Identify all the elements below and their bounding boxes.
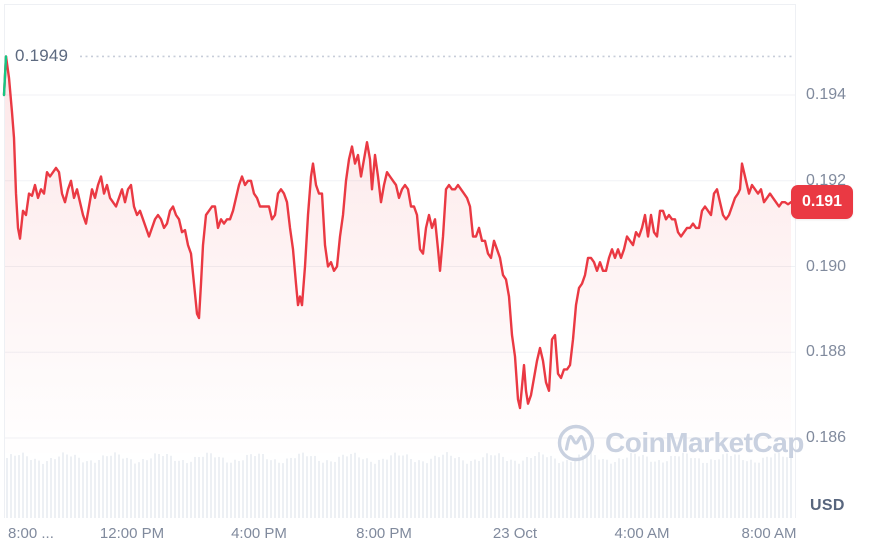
y-axis-unit-label: USD (810, 497, 845, 514)
x-axis-tick-label: 8:00 AM (741, 525, 797, 542)
y-axis-tick-label: 0.190 (806, 257, 847, 275)
x-axis-tick-label: 23 Oct (492, 525, 538, 542)
y-axis-tick-label: 0.192 (806, 171, 847, 189)
x-axis-tick-label: 4:00 PM (231, 525, 287, 542)
current-price-badge: 0.191 (791, 185, 853, 220)
x-axis-tick-label: 12:00 PM (99, 525, 165, 542)
y-axis-tick-label: 0.188 (806, 343, 847, 361)
x-axis-tick-label: 8:00 PM (356, 525, 412, 542)
period-high-label: 0.1949 (15, 46, 69, 66)
volume-bars (6, 452, 792, 518)
y-axis-tick-label: 0.186 (806, 429, 847, 446)
price-area-fill (4, 56, 791, 519)
price-line (2, 55, 793, 410)
x-axis-tick-label: 8:00 ... (8, 525, 54, 542)
x-axis-tick-label: 4:00 AM (614, 525, 670, 542)
y-axis-tick-label: 0.194 (806, 86, 847, 103)
